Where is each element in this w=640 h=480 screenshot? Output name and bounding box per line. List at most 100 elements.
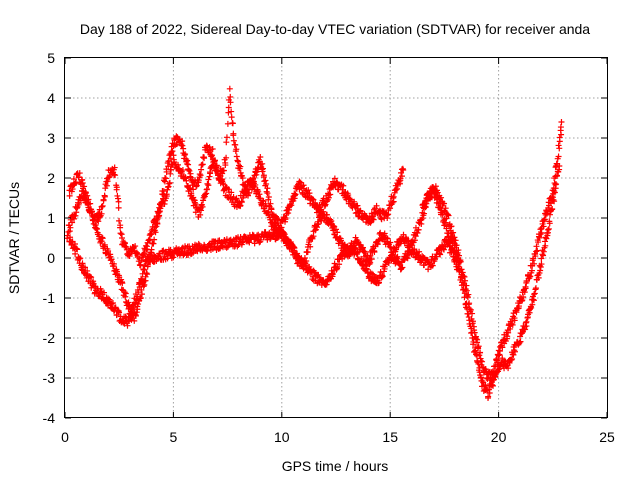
data-point	[186, 184, 193, 191]
data-point	[556, 134, 563, 141]
data-point	[141, 266, 148, 273]
data-point	[97, 213, 104, 220]
data-point	[165, 163, 172, 170]
data-point	[126, 317, 133, 324]
data-point	[228, 108, 235, 115]
data-point	[73, 205, 80, 212]
data-point	[415, 226, 422, 233]
data-point	[292, 191, 299, 198]
data-point	[528, 267, 535, 274]
y-tick-label: 4	[47, 90, 55, 106]
data-point	[371, 249, 378, 256]
data-point	[517, 338, 524, 345]
data-point	[107, 257, 114, 264]
data-point	[398, 173, 405, 180]
data-point	[330, 178, 337, 185]
data-point	[422, 204, 429, 211]
data-point	[214, 168, 221, 175]
data-point	[393, 254, 400, 261]
data-point	[452, 237, 459, 244]
data-point	[130, 304, 137, 311]
data-point	[304, 249, 311, 256]
data-point	[254, 168, 261, 175]
data-point	[149, 223, 156, 230]
data-point	[537, 226, 544, 233]
data-point	[416, 248, 423, 255]
data-point	[550, 190, 557, 197]
data-point	[458, 266, 465, 273]
data-point	[545, 226, 552, 233]
data-point	[205, 176, 212, 183]
data-point	[448, 223, 455, 230]
data-point	[220, 167, 227, 174]
data-point	[254, 165, 261, 172]
data-point	[546, 220, 553, 227]
data-point	[163, 168, 170, 175]
data-point	[233, 146, 240, 153]
data-point	[108, 256, 115, 263]
data-point	[167, 155, 174, 162]
data-point	[436, 250, 443, 257]
data-point	[83, 196, 90, 203]
data-point	[459, 269, 466, 276]
data-point	[314, 224, 321, 231]
data-point	[135, 289, 142, 296]
data-point	[317, 216, 324, 223]
data-point	[502, 358, 509, 365]
data-point	[532, 253, 539, 260]
data-point	[137, 295, 144, 302]
data-point	[139, 270, 146, 277]
data-point	[196, 171, 203, 178]
data-point	[298, 255, 305, 262]
data-point	[544, 232, 551, 239]
data-point	[232, 141, 239, 148]
data-point	[234, 157, 241, 164]
data-point	[73, 209, 80, 216]
data-point	[251, 240, 258, 247]
data-point	[455, 247, 462, 254]
data-point	[98, 210, 105, 217]
data-point	[240, 192, 247, 199]
data-point	[202, 191, 209, 198]
chart-title: Day 188 of 2022, Sidereal Day-to-day VTE…	[80, 21, 590, 37]
data-point	[504, 333, 511, 340]
data-point	[135, 251, 142, 258]
data-point	[262, 177, 269, 184]
data-point	[442, 205, 449, 212]
data-point	[311, 269, 318, 276]
data-point	[328, 218, 335, 225]
data-point	[531, 290, 538, 297]
data-point	[272, 222, 279, 229]
data-point	[411, 237, 418, 244]
data-point	[193, 183, 200, 190]
data-point	[406, 243, 413, 250]
data-point	[175, 161, 182, 168]
data-point	[387, 239, 394, 246]
data-point	[73, 245, 80, 252]
data-point	[549, 197, 556, 204]
data-point	[285, 210, 292, 217]
data-point	[315, 271, 322, 278]
data-point	[112, 172, 119, 179]
data-point	[370, 216, 377, 223]
data-point	[530, 296, 537, 303]
data-point	[509, 355, 516, 362]
data-point	[521, 289, 528, 296]
y-tick-label: 2	[47, 170, 55, 186]
data-point	[228, 189, 235, 196]
data-point	[223, 154, 230, 161]
data-point	[281, 229, 288, 236]
data-point	[198, 207, 205, 214]
data-point	[79, 260, 86, 267]
data-point	[508, 356, 515, 363]
plot-frame	[64, 57, 608, 418]
data-point	[132, 243, 139, 250]
data-point	[552, 173, 559, 180]
data-point	[496, 347, 503, 354]
data-point	[154, 216, 161, 223]
data-point	[77, 255, 84, 262]
data-point	[542, 242, 549, 249]
data-point	[373, 202, 380, 209]
data-point	[156, 212, 163, 219]
